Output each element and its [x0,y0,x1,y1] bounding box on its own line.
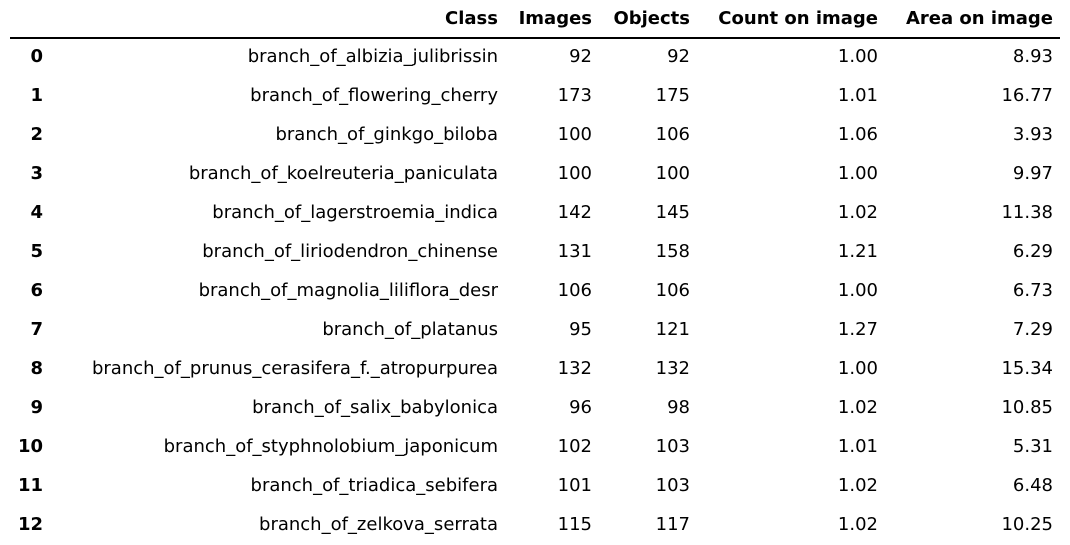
row-index: 11 [17,475,43,496]
objects-cell: 175 [655,85,690,106]
objects-cell: 117 [655,514,690,535]
table-row: 6 branch_of_magnolia_liliflora_desr 106 106… [10,272,1060,311]
objects-cell: 106 [655,124,690,145]
table-row: 9 branch_of_salix_babylonica 96 98 1.02 10.85 [10,389,1060,428]
count-on-image-cell: 1.00 [837,358,878,379]
class-name-cell: branch_of_platanus [322,319,498,340]
class-name-cell: branch_of_salix_babylonica [252,397,498,418]
table-row: 3 branch_of_koelreuteria_paniculata 100 100… [10,155,1060,194]
area-on-image-cell: 9.97 [1012,163,1053,184]
count-on-image-cell: 1.02 [837,514,878,535]
images-cell: 101 [557,475,592,496]
objects-cell: 121 [655,319,690,340]
table-row: 2 branch_of_ginkgo_biloba 100 106 1.06 3.93 [10,116,1060,155]
class-name-cell: branch_of_prunus_cerasifera_f._atropurpu… [91,358,498,379]
images-cell: 100 [557,163,592,184]
table-row: 11 branch_of_triadica_sebifera 101 103 1.02 6… [10,467,1060,506]
row-index: 6 [30,280,43,301]
row-index: 3 [30,163,43,184]
table-row: 10 branch_of_styphnolobium_japonicum 102 10… [10,428,1060,467]
table-row: 5 branch_of_liriodendron_chinense 131 158 1.… [10,233,1060,272]
class-name-cell: branch_of_liriodendron_chinense [202,241,498,262]
objects-cell: 158 [655,241,690,262]
header-objects: Objects [613,8,690,29]
images-cell: 102 [557,436,592,457]
area-on-image-cell: 10.25 [1001,514,1053,535]
count-on-image-cell: 1.27 [837,319,878,340]
area-on-image-cell: 5.31 [1012,436,1053,457]
objects-cell: 92 [667,46,690,67]
count-on-image-cell: 1.02 [837,397,878,418]
count-on-image-cell: 1.00 [837,46,878,67]
table-row: 0 branch_of_albizia_julibrissin 92 92 1.00 8.… [10,38,1060,77]
row-index: 10 [17,436,43,457]
class-name-cell: branch_of_albizia_julibrissin [247,46,498,67]
images-cell: 131 [557,241,592,262]
area-on-image-cell: 7.29 [1012,319,1053,340]
row-index: 9 [30,397,43,418]
class-name-cell: branch_of_triadica_sebifera [250,475,498,496]
area-on-image-cell: 6.48 [1012,475,1053,496]
class-name-cell: branch_of_zelkova_serrata [259,514,498,535]
area-on-image-cell: 3.93 [1012,124,1053,145]
count-on-image-cell: 1.00 [837,163,878,184]
class-statistics-table: Class Images Objects Count on image Area… [10,0,1060,535]
objects-cell: 106 [655,280,690,301]
area-on-image-cell: 6.73 [1012,280,1053,301]
images-cell: 142 [557,202,592,223]
header-class: Class [445,8,498,29]
header-count-on-image: Count on image [718,8,878,29]
objects-cell: 132 [655,358,690,379]
row-index: 4 [30,202,43,223]
images-cell: 96 [569,397,592,418]
class-name-cell: branch_of_flowering_cherry [250,85,498,106]
header-images: Images [518,8,592,29]
row-index: 1 [30,85,43,106]
table-header: Class Images Objects Count on image Area… [10,0,1060,39]
area-on-image-cell: 10.85 [1001,397,1053,418]
table-row: 8 branch_of_prunus_cerasifera_f._atropurp… [10,350,1060,389]
area-on-image-cell: 6.29 [1012,241,1053,262]
row-index: 12 [17,514,43,535]
area-on-image-cell: 11.38 [1001,202,1053,223]
table-row: 1 branch_of_flowering_cherry 173 175 1.01 16.… [10,77,1060,116]
images-cell: 173 [557,85,592,106]
class-name-cell: branch_of_magnolia_liliflora_desr [198,280,498,301]
images-cell: 132 [557,358,592,379]
row-index: 0 [30,46,43,67]
class-name-cell: branch_of_styphnolobium_japonicum [163,436,498,457]
table-row: 4 branch_of_lagerstroemia_indica 142 145 1.0… [10,194,1060,233]
table-row: 7 branch_of_platanus 95 121 1.27 7.29 [10,311,1060,350]
objects-cell: 98 [667,397,690,418]
objects-cell: 145 [655,202,690,223]
area-on-image-cell: 8.93 [1012,46,1053,67]
count-on-image-cell: 1.02 [837,475,878,496]
images-cell: 106 [557,280,592,301]
count-on-image-cell: 1.21 [837,241,878,262]
count-on-image-cell: 1.01 [837,85,878,106]
class-name-cell: branch_of_ginkgo_biloba [275,124,498,145]
objects-cell: 103 [655,475,690,496]
images-cell: 95 [569,319,592,340]
area-on-image-cell: 16.77 [1001,85,1053,106]
area-on-image-cell: 15.34 [1001,358,1053,379]
class-name-cell: branch_of_lagerstroemia_indica [212,202,498,223]
count-on-image-cell: 1.01 [837,436,878,457]
row-index: 8 [30,358,43,379]
table-row: 12 branch_of_zelkova_serrata 115 117 1.02 10.… [10,506,1060,545]
count-on-image-cell: 1.00 [837,280,878,301]
class-name-cell: branch_of_koelreuteria_paniculata [188,163,498,184]
header-area-on-image: Area on image [905,8,1053,29]
objects-cell: 100 [655,163,690,184]
count-on-image-cell: 1.06 [837,124,878,145]
row-index: 7 [30,319,43,340]
count-on-image-cell: 1.02 [837,202,878,223]
images-cell: 100 [557,124,592,145]
row-index: 5 [30,241,43,262]
row-index: 2 [30,124,43,145]
objects-cell: 103 [655,436,690,457]
images-cell: 92 [569,46,592,67]
images-cell: 115 [557,514,592,535]
